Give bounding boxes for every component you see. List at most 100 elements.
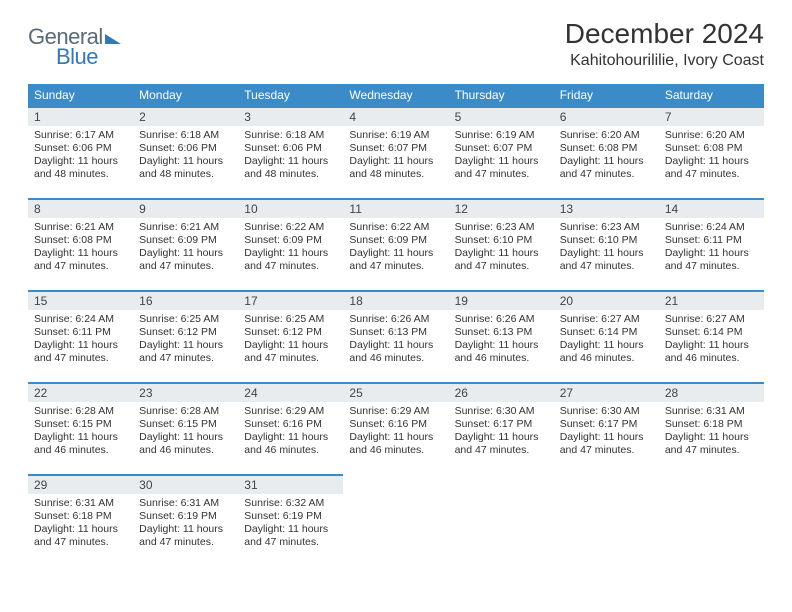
sunset-line: Sunset: 6:10 PM xyxy=(455,234,548,247)
title-block: December 2024 Kahitohourililie, Ivory Co… xyxy=(565,18,764,70)
sunset-line: Sunset: 6:12 PM xyxy=(139,326,232,339)
day-number: 22 xyxy=(28,382,133,402)
col-saturday: Saturday xyxy=(659,84,764,106)
sunrise-line: Sunrise: 6:29 AM xyxy=(349,405,442,418)
day-number: 19 xyxy=(449,290,554,310)
day-number: 17 xyxy=(238,290,343,310)
day-body: Sunrise: 6:25 AMSunset: 6:12 PMDaylight:… xyxy=(238,310,343,370)
sunset-line: Sunset: 6:14 PM xyxy=(665,326,758,339)
day-body: Sunrise: 6:20 AMSunset: 6:08 PMDaylight:… xyxy=(554,126,659,186)
sunset-line: Sunset: 6:14 PM xyxy=(560,326,653,339)
day-number: 5 xyxy=(449,106,554,126)
day-body: Sunrise: 6:26 AMSunset: 6:13 PMDaylight:… xyxy=(343,310,448,370)
daylight-line: Daylight: 11 hours and 47 minutes. xyxy=(139,523,232,549)
daylight-line: Daylight: 11 hours and 48 minutes. xyxy=(139,155,232,181)
day-number: 26 xyxy=(449,382,554,402)
sunrise-line: Sunrise: 6:19 AM xyxy=(455,129,548,142)
day-cell: 1Sunrise: 6:17 AMSunset: 6:06 PMDaylight… xyxy=(28,106,133,198)
sunrise-line: Sunrise: 6:31 AM xyxy=(34,497,127,510)
sunset-line: Sunset: 6:12 PM xyxy=(244,326,337,339)
col-friday: Friday xyxy=(554,84,659,106)
day-body: Sunrise: 6:21 AMSunset: 6:09 PMDaylight:… xyxy=(133,218,238,278)
daylight-line: Daylight: 11 hours and 47 minutes. xyxy=(349,247,442,273)
sunset-line: Sunset: 6:17 PM xyxy=(560,418,653,431)
sunset-line: Sunset: 6:16 PM xyxy=(244,418,337,431)
logo-blue: Blue xyxy=(56,44,98,69)
day-body: Sunrise: 6:31 AMSunset: 6:18 PMDaylight:… xyxy=(659,402,764,462)
day-body: Sunrise: 6:23 AMSunset: 6:10 PMDaylight:… xyxy=(449,218,554,278)
calendar-body: 1Sunrise: 6:17 AMSunset: 6:06 PMDaylight… xyxy=(28,106,764,566)
day-number: 18 xyxy=(343,290,448,310)
sunrise-line: Sunrise: 6:29 AM xyxy=(244,405,337,418)
day-body: Sunrise: 6:29 AMSunset: 6:16 PMDaylight:… xyxy=(238,402,343,462)
col-thursday: Thursday xyxy=(449,84,554,106)
daylight-line: Daylight: 11 hours and 47 minutes. xyxy=(244,339,337,365)
day-body: Sunrise: 6:22 AMSunset: 6:09 PMDaylight:… xyxy=(343,218,448,278)
sunset-line: Sunset: 6:08 PM xyxy=(560,142,653,155)
day-body: Sunrise: 6:17 AMSunset: 6:06 PMDaylight:… xyxy=(28,126,133,186)
day-number: 6 xyxy=(554,106,659,126)
day-number: 14 xyxy=(659,198,764,218)
sunrise-line: Sunrise: 6:28 AM xyxy=(139,405,232,418)
day-cell: 27Sunrise: 6:30 AMSunset: 6:17 PMDayligh… xyxy=(554,382,659,474)
sunset-line: Sunset: 6:07 PM xyxy=(455,142,548,155)
day-cell xyxy=(343,474,448,566)
day-body: Sunrise: 6:23 AMSunset: 6:10 PMDaylight:… xyxy=(554,218,659,278)
day-body: Sunrise: 6:30 AMSunset: 6:17 PMDaylight:… xyxy=(554,402,659,462)
sunset-line: Sunset: 6:09 PM xyxy=(244,234,337,247)
col-sunday: Sunday xyxy=(28,84,133,106)
sunrise-line: Sunrise: 6:18 AM xyxy=(244,129,337,142)
calendar-row: 1Sunrise: 6:17 AMSunset: 6:06 PMDaylight… xyxy=(28,106,764,198)
day-cell: 25Sunrise: 6:29 AMSunset: 6:16 PMDayligh… xyxy=(343,382,448,474)
day-body: Sunrise: 6:18 AMSunset: 6:06 PMDaylight:… xyxy=(238,126,343,186)
day-cell xyxy=(554,474,659,566)
day-body: Sunrise: 6:27 AMSunset: 6:14 PMDaylight:… xyxy=(659,310,764,370)
day-cell: 29Sunrise: 6:31 AMSunset: 6:18 PMDayligh… xyxy=(28,474,133,566)
day-cell: 16Sunrise: 6:25 AMSunset: 6:12 PMDayligh… xyxy=(133,290,238,382)
daylight-line: Daylight: 11 hours and 46 minutes. xyxy=(455,339,548,365)
day-body: Sunrise: 6:28 AMSunset: 6:15 PMDaylight:… xyxy=(133,402,238,462)
day-body: Sunrise: 6:21 AMSunset: 6:08 PMDaylight:… xyxy=(28,218,133,278)
sunset-line: Sunset: 6:09 PM xyxy=(349,234,442,247)
day-cell: 18Sunrise: 6:26 AMSunset: 6:13 PMDayligh… xyxy=(343,290,448,382)
day-body: Sunrise: 6:25 AMSunset: 6:12 PMDaylight:… xyxy=(133,310,238,370)
sunset-line: Sunset: 6:09 PM xyxy=(139,234,232,247)
daylight-line: Daylight: 11 hours and 46 minutes. xyxy=(349,431,442,457)
sunset-line: Sunset: 6:16 PM xyxy=(349,418,442,431)
sunset-line: Sunset: 6:19 PM xyxy=(139,510,232,523)
day-cell: 8Sunrise: 6:21 AMSunset: 6:08 PMDaylight… xyxy=(28,198,133,290)
day-number: 24 xyxy=(238,382,343,402)
daylight-line: Daylight: 11 hours and 47 minutes. xyxy=(139,247,232,273)
sunrise-line: Sunrise: 6:31 AM xyxy=(665,405,758,418)
day-cell: 31Sunrise: 6:32 AMSunset: 6:19 PMDayligh… xyxy=(238,474,343,566)
daylight-line: Daylight: 11 hours and 47 minutes. xyxy=(560,431,653,457)
sunrise-line: Sunrise: 6:30 AM xyxy=(560,405,653,418)
day-cell: 19Sunrise: 6:26 AMSunset: 6:13 PMDayligh… xyxy=(449,290,554,382)
sunrise-line: Sunrise: 6:20 AM xyxy=(665,129,758,142)
day-number: 1 xyxy=(28,106,133,126)
day-cell: 22Sunrise: 6:28 AMSunset: 6:15 PMDayligh… xyxy=(28,382,133,474)
location: Kahitohourililie, Ivory Coast xyxy=(565,52,764,70)
day-body: Sunrise: 6:32 AMSunset: 6:19 PMDaylight:… xyxy=(238,494,343,554)
sunrise-line: Sunrise: 6:20 AM xyxy=(560,129,653,142)
daylight-line: Daylight: 11 hours and 46 minutes. xyxy=(244,431,337,457)
calendar-row: 15Sunrise: 6:24 AMSunset: 6:11 PMDayligh… xyxy=(28,290,764,382)
sunset-line: Sunset: 6:19 PM xyxy=(244,510,337,523)
day-cell: 21Sunrise: 6:27 AMSunset: 6:14 PMDayligh… xyxy=(659,290,764,382)
sunset-line: Sunset: 6:07 PM xyxy=(349,142,442,155)
day-number: 27 xyxy=(554,382,659,402)
daylight-line: Daylight: 11 hours and 47 minutes. xyxy=(665,247,758,273)
daylight-line: Daylight: 11 hours and 48 minutes. xyxy=(244,155,337,181)
sunset-line: Sunset: 6:13 PM xyxy=(349,326,442,339)
sunrise-line: Sunrise: 6:27 AM xyxy=(665,313,758,326)
day-cell: 17Sunrise: 6:25 AMSunset: 6:12 PMDayligh… xyxy=(238,290,343,382)
day-number: 15 xyxy=(28,290,133,310)
sunset-line: Sunset: 6:11 PM xyxy=(665,234,758,247)
day-body: Sunrise: 6:22 AMSunset: 6:09 PMDaylight:… xyxy=(238,218,343,278)
sunrise-line: Sunrise: 6:25 AM xyxy=(139,313,232,326)
daylight-line: Daylight: 11 hours and 47 minutes. xyxy=(139,339,232,365)
daylight-line: Daylight: 11 hours and 47 minutes. xyxy=(560,155,653,181)
day-body: Sunrise: 6:19 AMSunset: 6:07 PMDaylight:… xyxy=(449,126,554,186)
calendar-page: General Blue December 2024 Kahitohourili… xyxy=(0,0,792,584)
daylight-line: Daylight: 11 hours and 47 minutes. xyxy=(560,247,653,273)
